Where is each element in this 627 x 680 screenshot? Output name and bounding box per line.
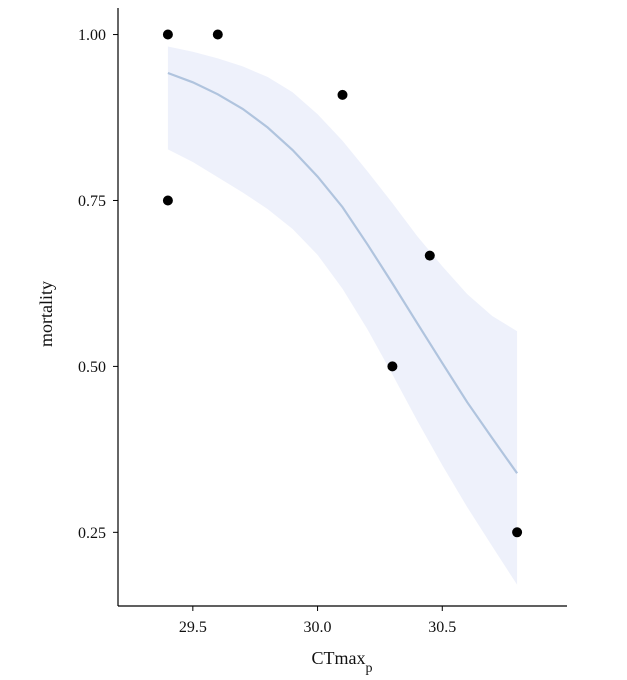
data-point: [162, 195, 173, 206]
y-tick-label: 1.00: [78, 27, 106, 44]
y-tick-layer: 0.25 0.50 0.75 1.00: [78, 27, 118, 542]
y-tick-label: 0.75: [78, 193, 106, 210]
data-points-layer: [162, 29, 523, 538]
fit-line: [167, 71, 518, 474]
data-point: [212, 29, 223, 40]
x-tick-label: 29.5: [179, 619, 207, 636]
x-axis-title-main: CTmax: [312, 648, 366, 668]
data-point: [512, 527, 523, 538]
data-point: [424, 250, 435, 261]
y-tick-label: 0.25: [78, 525, 106, 542]
x-tick-layer: 29.5 30.0 30.5: [179, 606, 456, 636]
x-axis-title-subscript: p: [366, 661, 373, 676]
fit-line-layer: [167, 71, 518, 474]
confidence-band: [167, 46, 518, 585]
data-point: [337, 89, 348, 100]
data-point: [162, 29, 173, 40]
x-tick-label: 30.0: [304, 619, 332, 636]
x-tick-label: 30.5: [428, 619, 456, 636]
x-axis-title: CTmaxp: [312, 648, 373, 676]
data-point: [387, 361, 398, 372]
confidence-band-layer: [167, 46, 518, 585]
y-tick-label: 0.50: [78, 359, 106, 376]
y-axis-title: mortality: [36, 281, 56, 347]
